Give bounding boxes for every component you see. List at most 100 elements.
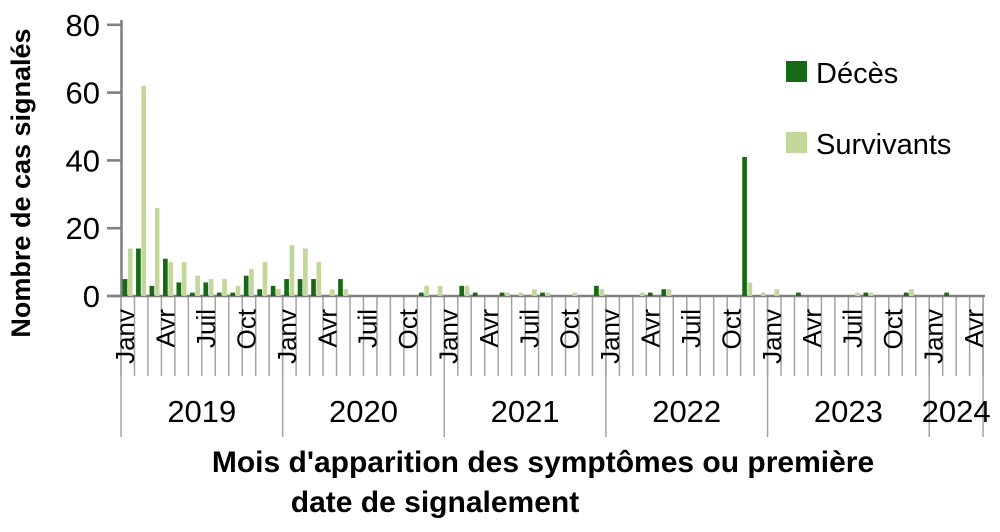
bar-deces xyxy=(863,292,869,296)
year-label: 2024 xyxy=(922,394,991,429)
bar-survivants xyxy=(505,292,510,296)
y-axis-title: Nombre de cas signalés xyxy=(6,28,36,337)
bar-survivants xyxy=(289,245,295,296)
bar-survivants xyxy=(316,262,322,296)
bar-deces xyxy=(903,292,909,296)
month-label: Juil xyxy=(514,309,544,348)
month-label: Avr xyxy=(797,309,827,348)
month-label: Oct xyxy=(878,308,908,349)
bar-survivants xyxy=(303,248,308,296)
bar-survivants xyxy=(532,289,537,296)
bar-survivants xyxy=(276,289,281,296)
bar-deces xyxy=(661,289,667,296)
bar-survivants xyxy=(666,289,672,296)
bar-survivants xyxy=(599,289,605,296)
legend-label-survivants: Survivants xyxy=(816,129,951,161)
bar-deces xyxy=(230,292,236,296)
bar-deces xyxy=(297,279,303,296)
y-tick-label: 60 xyxy=(66,76,100,111)
bar-deces xyxy=(189,292,195,296)
y-tick-label: 40 xyxy=(66,143,100,178)
x-axis-title-line1: Mois d'apparition des symptômes ou premi… xyxy=(212,446,874,479)
bar-survivants xyxy=(222,279,227,296)
bar-deces xyxy=(499,292,505,296)
bar-survivants xyxy=(343,289,349,296)
bar-deces xyxy=(796,292,801,296)
bar-deces xyxy=(149,285,155,296)
month-label: Juil xyxy=(838,309,868,348)
bar-survivants xyxy=(760,292,766,296)
bar-deces xyxy=(459,285,465,296)
bar-survivants xyxy=(168,262,174,296)
bar-deces xyxy=(647,292,653,296)
month-label: Juil xyxy=(353,309,383,348)
bar-deces xyxy=(216,292,222,296)
bar-survivants xyxy=(774,289,780,296)
legend-swatch-deces xyxy=(786,61,807,82)
year-label: 2020 xyxy=(329,394,398,429)
legend: Décès Survivants xyxy=(786,58,951,161)
bar-survivants xyxy=(747,282,753,296)
bar-deces xyxy=(742,157,747,296)
bar-survivants xyxy=(235,285,241,296)
year-label: 2022 xyxy=(652,394,721,429)
bar-deces xyxy=(243,275,249,296)
year-label: 2019 xyxy=(167,394,236,429)
month-label: Janv xyxy=(110,309,140,364)
month-label: Janv xyxy=(595,309,625,364)
bar-deces xyxy=(136,248,141,296)
bar-survivants xyxy=(464,285,470,296)
month-label: Juil xyxy=(191,309,221,348)
bar-deces xyxy=(122,279,128,296)
month-label: Oct xyxy=(716,308,746,349)
bar-deces xyxy=(944,292,949,296)
month-label: Avr xyxy=(636,309,666,348)
bar-survivants xyxy=(208,279,214,296)
bar-survivants xyxy=(855,292,860,296)
bar-deces xyxy=(176,282,182,296)
bar-survivants xyxy=(141,85,147,296)
bar-survivants xyxy=(249,268,254,296)
y-tick-label: 80 xyxy=(66,8,100,43)
bar-survivants xyxy=(181,262,187,296)
bar-survivants xyxy=(909,289,914,296)
year-label: 2021 xyxy=(491,394,560,429)
bar-survivants xyxy=(424,285,429,296)
month-label: Juil xyxy=(676,309,706,348)
bar-survivants xyxy=(127,248,133,296)
month-label: Avr xyxy=(474,309,504,348)
month-label: Oct xyxy=(393,308,423,349)
bar-survivants xyxy=(329,289,335,296)
bar-survivants xyxy=(195,275,200,296)
bar-survivants xyxy=(154,207,160,296)
bar-deces xyxy=(203,282,209,296)
month-label: Janv xyxy=(272,309,302,364)
bar-deces xyxy=(284,279,289,296)
month-label: Avr xyxy=(959,309,989,348)
month-label: Oct xyxy=(555,308,585,349)
legend-label-deces: Décès xyxy=(816,58,898,90)
year-label: 2023 xyxy=(814,394,883,429)
month-label: Avr xyxy=(151,309,181,348)
month-label: Janv xyxy=(757,309,787,364)
bar-survivants xyxy=(868,292,874,296)
bar-survivants xyxy=(639,292,645,296)
bar-deces xyxy=(338,279,343,296)
bar-deces xyxy=(472,292,478,296)
bar-survivants xyxy=(262,262,268,296)
legend-swatch-survivants xyxy=(786,132,807,153)
bar-survivants xyxy=(518,292,524,296)
plot-area: 0 20 40 60 80 Janv Avr Juil Oct Janv Avr Juil Oct Jan… xyxy=(66,8,991,437)
bar-deces xyxy=(594,285,599,296)
bar-survivants xyxy=(437,285,443,296)
month-label: Janv xyxy=(434,309,464,364)
month-label: Avr xyxy=(312,309,342,348)
bar-survivants xyxy=(572,292,578,296)
month-label: Janv xyxy=(918,309,948,364)
y-tick-label: 0 xyxy=(83,279,100,314)
x-axis-title-line2: date de signalement xyxy=(291,486,579,519)
month-label: Oct xyxy=(231,308,261,349)
bar-deces xyxy=(163,258,168,296)
